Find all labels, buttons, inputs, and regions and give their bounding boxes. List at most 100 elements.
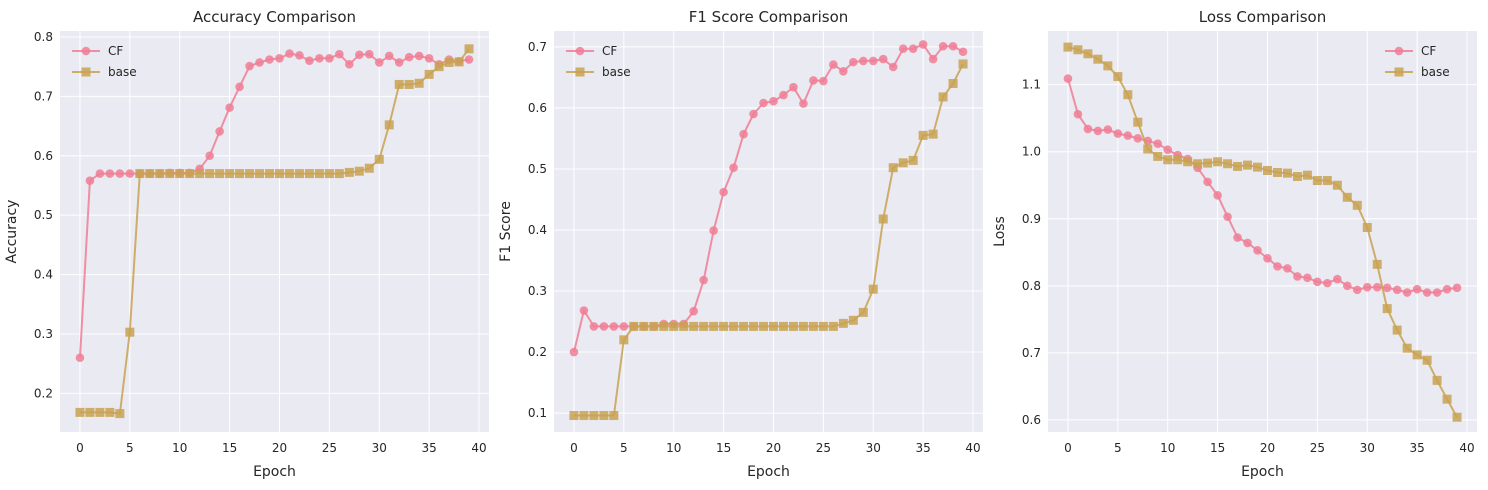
f1-x-tick-label: 40: [965, 441, 980, 455]
loss-cf-point: [1133, 133, 1143, 143]
accuracy-cf-point: [285, 49, 294, 58]
accuracy-base-point: [284, 169, 294, 179]
panel-f1-score: 0 5 10 15 20 25 30 35 40 0.1 0.2 0.3 0.4 0.5 0.6 0.7 F1…: [498, 8, 983, 480]
loss-base-point: [1123, 90, 1133, 100]
f1-base-point: [808, 321, 818, 331]
accuracy-base-point: [424, 69, 434, 79]
accuracy-base-point: [125, 327, 135, 337]
loss-base-point: [1432, 375, 1442, 385]
loss-axes-background: [1048, 31, 1477, 432]
f1-cf-point: [749, 109, 758, 119]
accuracy-base-point: [165, 169, 175, 179]
accuracy-cf-point: [255, 58, 264, 67]
f1-base-point: [788, 321, 798, 331]
accuracy-cf-point: [275, 54, 284, 63]
loss-cf-point: [1223, 212, 1232, 222]
loss-base-point: [1352, 200, 1362, 210]
f1-base-point: [599, 411, 609, 421]
f1-y-tick-label: 0.4: [528, 223, 547, 237]
f1-x-tick-label: 5: [620, 441, 628, 455]
loss-cf-point: [1392, 285, 1402, 295]
f1-series-layer: [569, 40, 968, 421]
loss-y-tick-label: 0.6: [1022, 413, 1041, 427]
loss-base-point: [1203, 158, 1213, 168]
loss-x-tick-label: 30: [1360, 441, 1375, 455]
f1-base-point: [878, 214, 888, 224]
loss-base-point: [1402, 343, 1412, 353]
accuracy-base-point: [404, 79, 414, 89]
loss-base-point: [1302, 170, 1312, 180]
loss-cf-point: [1303, 273, 1312, 283]
accuracy-cf-point: [75, 353, 85, 363]
accuracy-base-point: [464, 44, 474, 54]
loss-chart-title: Loss Comparison: [1199, 8, 1326, 26]
loss-x-tick-label: 15: [1210, 441, 1225, 455]
loss-cf-point: [1362, 282, 1372, 292]
loss-x-tick-label: 10: [1160, 441, 1175, 455]
loss-base-point: [1153, 151, 1163, 161]
loss-base-point: [1223, 159, 1233, 169]
accuracy-base-point: [414, 78, 424, 88]
loss-cf-point: [1233, 233, 1242, 242]
accuracy-base-point: [434, 62, 444, 72]
f1-base-point: [908, 155, 918, 165]
loss-x-tick-label: 5: [1114, 441, 1122, 455]
loss-cf-point: [1203, 177, 1212, 187]
accuracy-cf-point: [374, 58, 384, 67]
loss-base-point: [1452, 412, 1462, 422]
f1-cf-point: [729, 163, 738, 173]
f1-base-point: [938, 92, 948, 102]
accuracy-x-tick-label: 40: [471, 441, 486, 455]
loss-y-tick-label: 0.7: [1022, 346, 1041, 360]
loss-cf-point: [1372, 282, 1382, 292]
f1-base-point: [888, 163, 898, 173]
loss-base-point: [1312, 176, 1322, 186]
loss-cf-point: [1273, 262, 1282, 271]
f1-base-point: [709, 321, 719, 331]
accuracy-base-point: [255, 169, 265, 179]
accuracy-cf-point: [215, 127, 224, 136]
f1-cf-point: [888, 62, 898, 72]
accuracy-base-point: [454, 57, 464, 67]
accuracy-base-point: [195, 169, 205, 179]
accuracy-cf-point: [394, 58, 404, 67]
loss-y-tick-label: 1.1: [1022, 78, 1041, 92]
loss-base-point: [1063, 42, 1073, 52]
f1-base-point: [699, 321, 709, 331]
f1-base-point: [619, 335, 629, 345]
f1-cf-point: [719, 187, 728, 197]
f1-x-tick-label: 20: [766, 441, 781, 455]
f1-cf-point: [898, 44, 908, 54]
f1-grid: [554, 31, 983, 432]
accuracy-base-point: [274, 169, 284, 179]
loss-cf-point: [1153, 139, 1163, 148]
loss-cf-point: [1123, 131, 1133, 140]
loss-x-axis-label: Epoch: [1241, 464, 1284, 480]
loss-cf-point: [1253, 245, 1262, 255]
accuracy-cf-point: [125, 169, 135, 178]
accuracy-base-point: [374, 154, 384, 164]
accuracy-base-point: [135, 169, 145, 179]
f1-chart-title: F1 Score Comparison: [689, 8, 849, 26]
loss-y-tick-label: 1.0: [1022, 145, 1041, 159]
f1-y-tick-label: 0.7: [528, 40, 547, 54]
f1-cf-point: [569, 347, 579, 357]
accuracy-base-point: [225, 169, 235, 179]
f1-cf-point: [878, 54, 888, 64]
loss-legend-cf-label: CF: [1421, 44, 1436, 58]
accuracy-base-point: [145, 169, 155, 179]
accuracy-base-point: [364, 163, 374, 173]
f1-base-point: [739, 321, 749, 331]
f1-cf-point: [858, 56, 868, 66]
f1-base-point: [649, 321, 659, 331]
loss-base-point: [1272, 167, 1282, 177]
loss-base-point: [1282, 168, 1292, 178]
loss-cf-point: [1442, 284, 1452, 294]
f1-base-point: [569, 411, 579, 421]
f1-legend: CF base: [566, 44, 631, 79]
f1-base-point: [579, 411, 589, 421]
accuracy-y-tick-label: 0.6: [34, 149, 53, 163]
loss-grid: [1048, 31, 1477, 432]
loss-y-tick-label: 0.9: [1022, 212, 1041, 226]
f1-legend-cf-marker: [575, 46, 585, 56]
